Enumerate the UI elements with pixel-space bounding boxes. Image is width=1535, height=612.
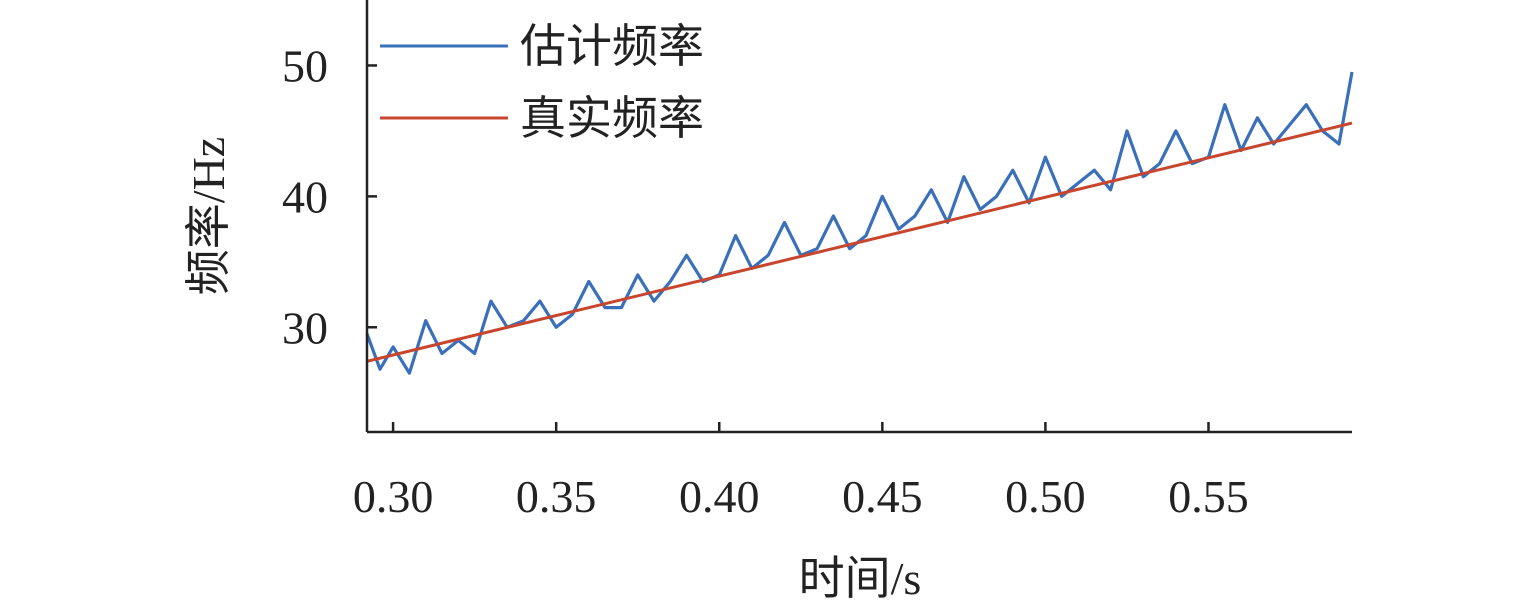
series-line-true	[366, 121, 1353, 363]
x-tick-label: 0.35	[516, 471, 597, 522]
legend-label-true: 真实频率	[520, 93, 704, 144]
axes	[365, 0, 1352, 434]
x-tick-label: 0.45	[842, 471, 923, 522]
tick-marks: 0.30 0.35 0.40 0.45 0.50 0.55 30 40 50	[282, 40, 1249, 522]
x-tick-label: 0.50	[1005, 471, 1086, 522]
x-tick-label: 0.40	[679, 471, 760, 522]
x-axis-title: 时间/s	[799, 553, 922, 604]
y-tick-label: 50	[282, 40, 328, 91]
y-tick-label: 30	[282, 302, 328, 353]
y-tick-label: 40	[282, 171, 328, 222]
x-tick-label: 0.55	[1168, 471, 1249, 522]
legend-label-estimated: 估计频率	[520, 21, 704, 72]
plot-area	[365, 71, 1354, 375]
x-tick-label: 0.30	[353, 471, 434, 522]
legend: 估计频率 真实频率	[380, 21, 704, 144]
series-line-estimated	[365, 71, 1354, 375]
y-axis-title: 频率/Hz	[183, 137, 234, 295]
